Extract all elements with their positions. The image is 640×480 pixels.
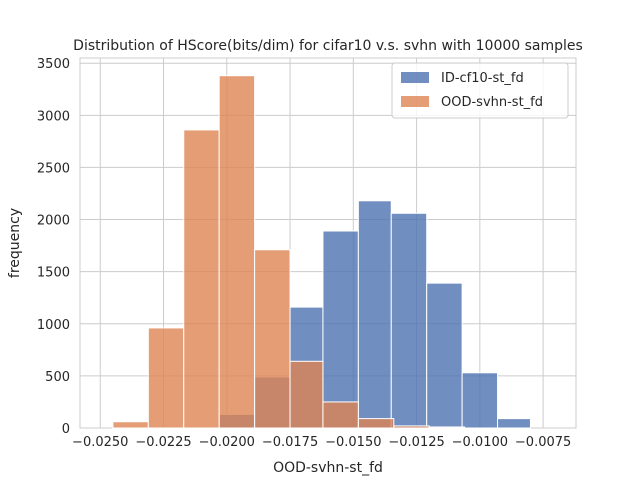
histogram-bar	[357, 418, 395, 429]
legend-swatch-ood	[401, 96, 429, 107]
chart-title: Distribution of HScore(bits/dim) for cif…	[73, 38, 583, 54]
histogram-bar	[147, 327, 185, 429]
x-tick-labels: −0.0250 −0.0225 −0.0200 −0.0175 −0.0150 −0.01…	[72, 435, 571, 450]
x-tick-label: −0.0075	[515, 435, 571, 450]
legend-swatch-id	[401, 72, 429, 83]
histogram-bar	[112, 421, 149, 429]
histogram-bar	[426, 282, 463, 429]
x-tick-label: −0.0175	[262, 435, 318, 450]
histogram-bar	[218, 75, 256, 429]
histogram-bar	[390, 212, 428, 429]
histogram-bar	[428, 426, 466, 429]
histogram-bar	[254, 249, 291, 429]
y-tick-label: 1500	[37, 266, 70, 281]
x-axis-label: OOD-svhn-st_fd	[273, 460, 383, 476]
y-axis-label: frequency	[7, 208, 23, 278]
x-tick-label: −0.0125	[388, 435, 444, 450]
legend: ID-cf10-st_fd OOD-svhn-st_fd	[391, 62, 569, 119]
histogram-bar	[497, 418, 531, 429]
legend-label-id: ID-cf10-st_fd	[441, 71, 524, 86]
y-tick-label: 0	[62, 422, 70, 437]
y-tick-label: 3500	[37, 57, 70, 72]
histogram-bar	[357, 200, 392, 429]
histogram-bars	[112, 75, 531, 429]
x-tick-label: −0.0200	[199, 435, 255, 450]
histogram-bar	[183, 129, 220, 429]
histogram-bar	[322, 401, 359, 429]
histogram-bar	[289, 360, 324, 429]
y-tick-label: 2500	[37, 161, 70, 176]
legend-label-ood: OOD-svhn-st_fd	[441, 95, 543, 110]
y-tick-labels: 0 500 1000 1500 2000 2500 3000 3500	[37, 57, 70, 437]
y-tick-label: 2000	[37, 214, 70, 229]
y-tick-label: 3000	[37, 109, 70, 124]
x-tick-label: −0.0100	[452, 435, 508, 450]
x-tick-label: −0.0225	[135, 435, 191, 450]
x-tick-label: −0.0150	[325, 435, 381, 450]
histogram-bar	[393, 425, 430, 429]
y-tick-label: 500	[45, 370, 70, 385]
legend-box	[391, 62, 569, 119]
y-tick-label: 1000	[37, 318, 70, 333]
histogram-bar	[322, 230, 359, 429]
x-tick-label: −0.0250	[72, 435, 128, 450]
histogram-bar	[461, 372, 499, 429]
